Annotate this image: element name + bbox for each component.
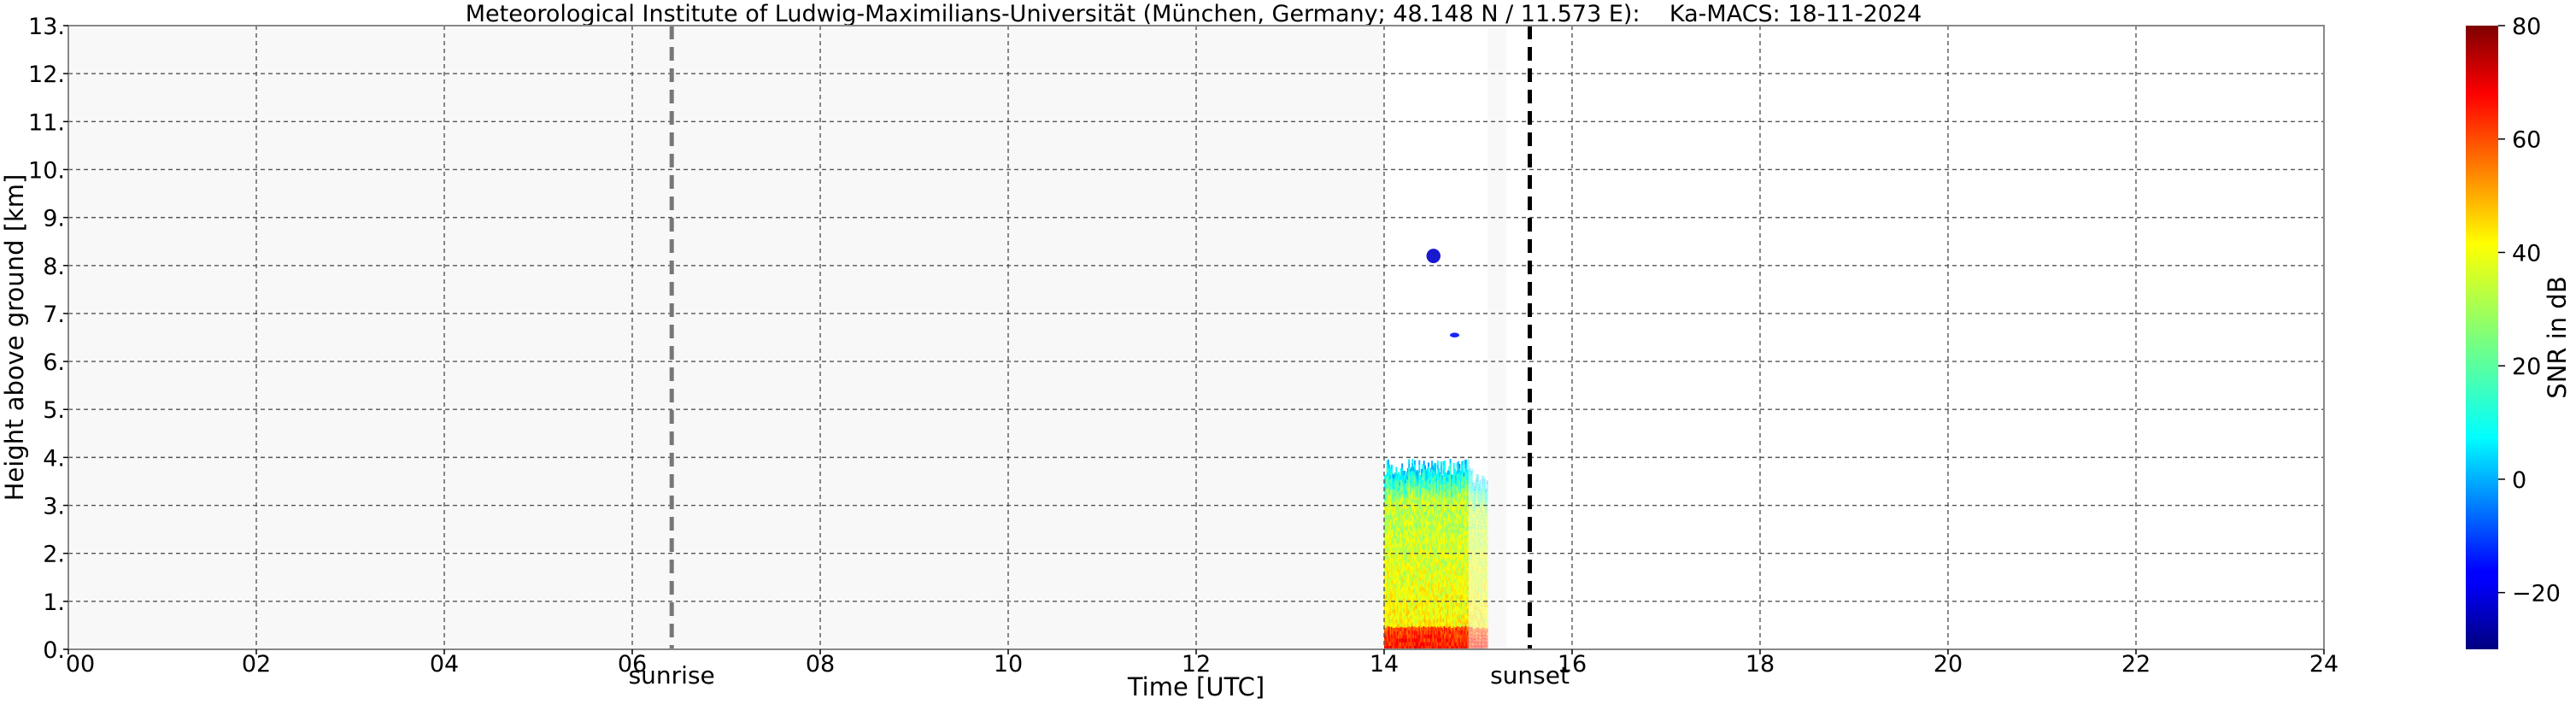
y-axis-label: Height above ground [km] xyxy=(0,174,29,502)
x-tick-label: 12 xyxy=(1182,651,1211,678)
x-tick-label: 24 xyxy=(2309,651,2338,678)
x-tick-label: 18 xyxy=(1746,651,1775,678)
y-tick-label: 8. xyxy=(43,254,65,280)
y-tick-label: 1. xyxy=(43,590,65,616)
sun-events: sunrise sunset xyxy=(629,26,1570,689)
x-tick-label: 08 xyxy=(806,651,835,678)
y-tick-label: 9. xyxy=(43,206,65,232)
y-tick-label: 7. xyxy=(43,302,65,328)
y-tick-label: 13. xyxy=(28,14,65,40)
sunset-label: sunset xyxy=(1490,661,1570,689)
colorbar-label: SNR in dB xyxy=(2543,276,2572,398)
radar-echo-1 xyxy=(1426,249,1441,263)
y-tick-label: 2. xyxy=(43,542,65,568)
colorbar-tick-label: 20 xyxy=(2512,354,2541,380)
x-axis-ticks: 00 02 04 06 08 10 12 14 16 18 20 22 24 xyxy=(66,649,2338,678)
y-tick-label: 6. xyxy=(43,349,65,376)
colorbar xyxy=(2466,26,2498,649)
echo-layer xyxy=(1384,249,1488,650)
colorbar-tick-label: 40 xyxy=(2512,240,2541,267)
y-tick-label: 12. xyxy=(28,62,65,88)
y-tick-label: 10. xyxy=(28,157,65,184)
x-tick-label: 20 xyxy=(1933,651,1963,678)
colorbar-tick-label: −20 xyxy=(2512,581,2561,607)
sunrise-label: sunrise xyxy=(629,661,715,689)
y-tick-label: 5. xyxy=(43,397,65,424)
x-tick-label: 10 xyxy=(994,651,1023,678)
y-tick-label: 4. xyxy=(43,445,65,472)
x-tick-label: 04 xyxy=(430,651,459,678)
radar-echo-2 xyxy=(1450,332,1459,338)
y-tick-label: 11. xyxy=(28,109,65,136)
x-tick-label: 00 xyxy=(66,651,95,678)
y-tick-label: 0. xyxy=(43,637,65,664)
no-data-period-0 xyxy=(68,26,1384,649)
y-axis-ticks: 0. 1. 2. 3. 4. 5. 6. 7. 8. 9. 10. 11. 12. 13. xyxy=(28,14,68,664)
x-tick-label: 22 xyxy=(2121,651,2151,678)
x-tick-label: 06 xyxy=(618,651,647,678)
colorbar-tick-label: 0 xyxy=(2512,467,2526,494)
colorbar-ticks: 80 60 40 20 0 −20 xyxy=(2498,14,2561,607)
x-tick-label: 14 xyxy=(1370,651,1399,678)
colorbar-tick-label: 60 xyxy=(2512,127,2541,154)
colorbar-tick-label: 80 xyxy=(2512,14,2541,40)
grid-lines xyxy=(68,26,2324,649)
x-axis-label: Time [UTC] xyxy=(1127,672,1265,701)
x-tick-label: 02 xyxy=(242,651,271,678)
radar-echo-0 xyxy=(1384,458,1488,650)
y-tick-label: 3. xyxy=(43,494,65,520)
chart-title: Meteorological Institute of Ludwig-Maxim… xyxy=(466,1,1922,27)
no-data-period-1 xyxy=(1488,26,1506,649)
x-tick-label: 16 xyxy=(1558,651,1587,678)
